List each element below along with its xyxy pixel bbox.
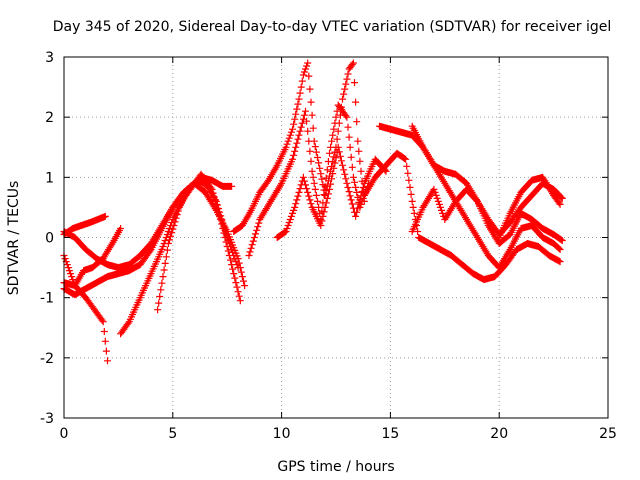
x-tick-label: 15: [381, 426, 399, 442]
x-tick-label: 20: [490, 426, 508, 442]
x-tick-label: 10: [273, 426, 291, 442]
data-point-markers: [197, 173, 236, 190]
x-tick-labels: 0 5 10 15 20 25: [60, 426, 617, 442]
series-track-7: [154, 176, 242, 314]
x-tick-label: 25: [599, 426, 617, 442]
axis-ticks: [63, 56, 609, 419]
data-points: [60, 59, 566, 365]
y-tick-label: 3: [45, 50, 54, 66]
series-track-11: [273, 143, 390, 241]
data-point-markers: [273, 143, 390, 241]
y-tick-label: 1: [45, 170, 54, 186]
series-track-16: [495, 173, 564, 241]
series-track-8: [197, 173, 236, 190]
y-axis-label: SDTVAR / TECUs: [6, 181, 22, 296]
series-track-12: [360, 149, 564, 284]
data-point-markers: [154, 176, 242, 314]
x-tick-label: 0: [60, 426, 69, 442]
data-point-markers: [360, 149, 564, 284]
chart-title: Day 345 of 2020, Sidereal Day-to-day VTE…: [53, 19, 612, 35]
x-axis-label: GPS time / hours: [277, 459, 394, 475]
data-point-markers: [495, 173, 564, 241]
data-point-markers: [60, 179, 249, 299]
y-tick-label: 2: [45, 110, 54, 126]
y-tick-labels: -3 -2 -1 0 1 2 3: [40, 50, 54, 427]
series-track-5: [60, 179, 249, 299]
y-tick-label: -1: [40, 291, 54, 307]
y-tick-label: 0: [45, 231, 54, 247]
series-track-10: [245, 101, 373, 259]
y-tick-label: -2: [40, 351, 54, 367]
y-tick-label: -3: [40, 411, 54, 427]
x-tick-label: 5: [168, 426, 177, 442]
data-point-markers: [245, 101, 373, 259]
